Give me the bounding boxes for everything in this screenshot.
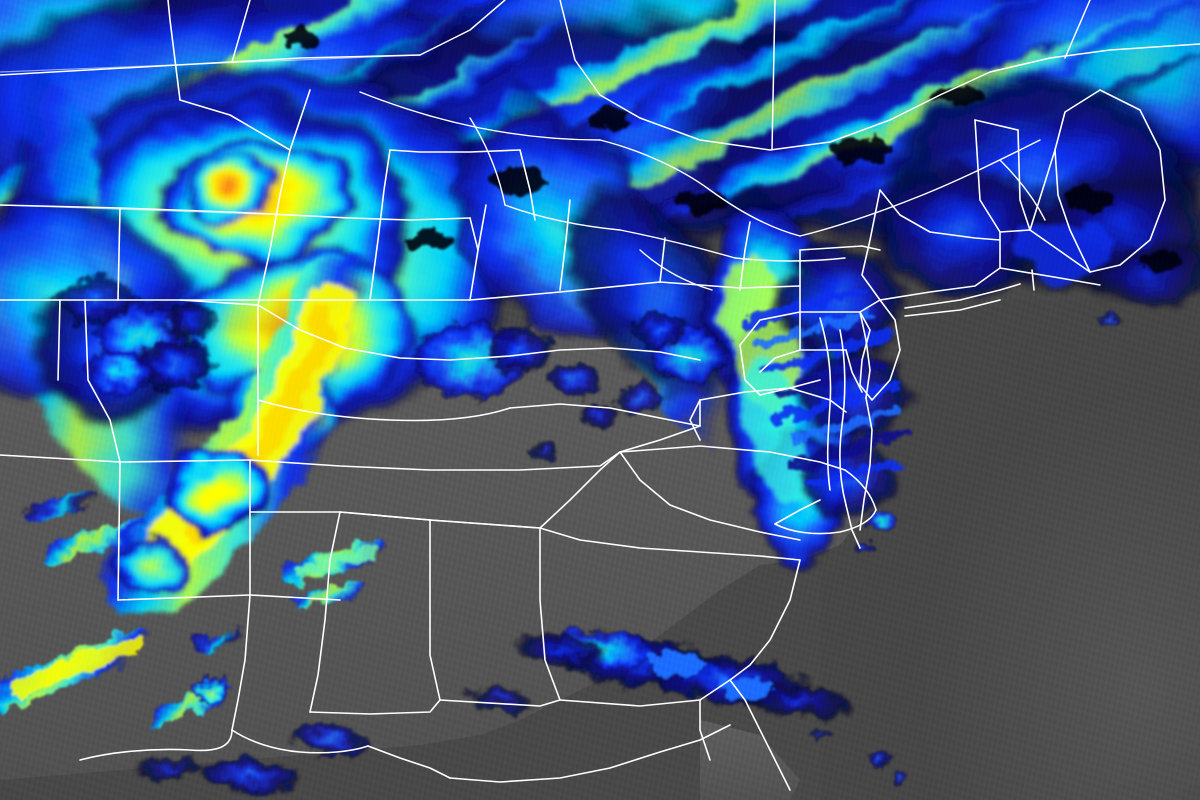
satellite-image-viewport — [0, 0, 1200, 800]
sensor-noise-overlay — [0, 0, 1200, 800]
